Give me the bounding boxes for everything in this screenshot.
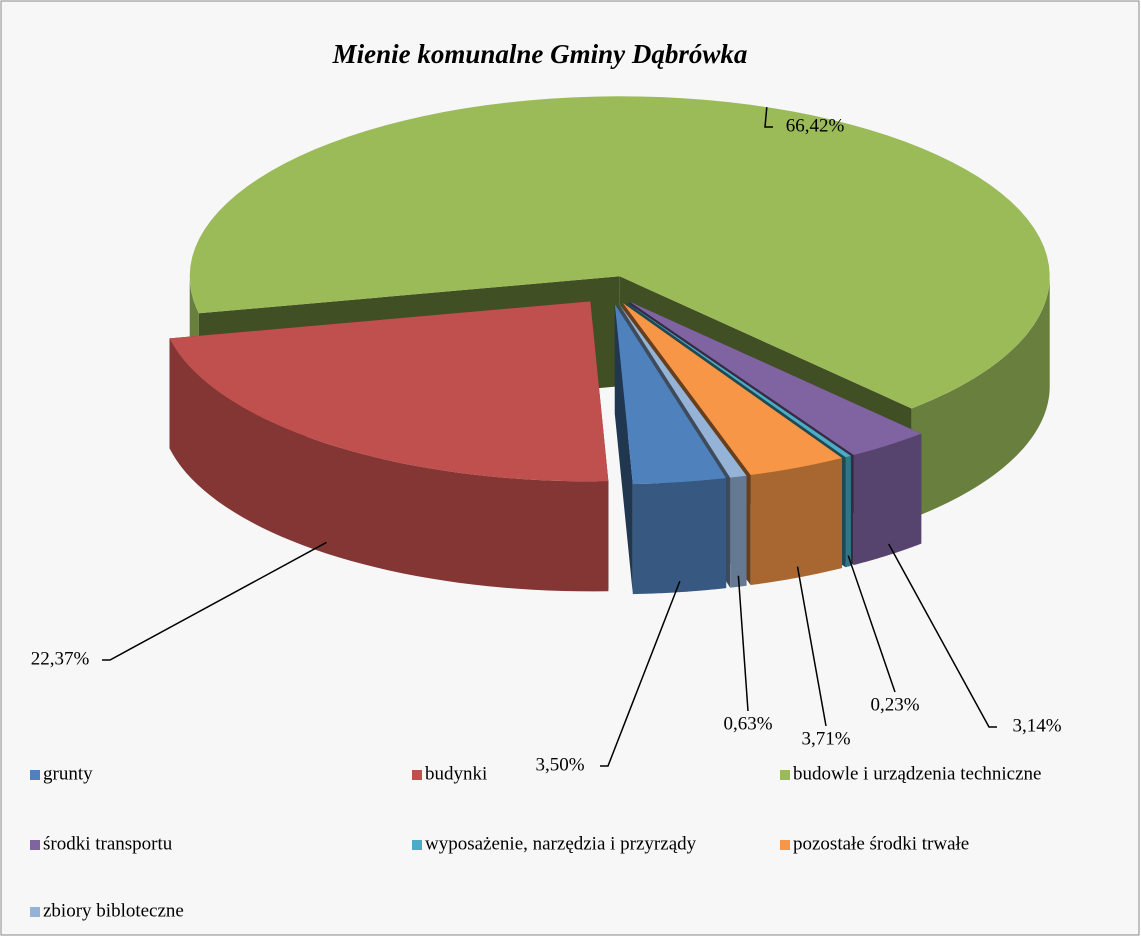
slice [614, 304, 727, 595]
data-label: 3,71% [801, 728, 850, 749]
data-label: 0,23% [870, 694, 919, 715]
data-label: 3,50% [535, 754, 584, 775]
legend-swatch [30, 840, 40, 850]
legend-label: budowle i urządzenia techniczne [793, 763, 1041, 784]
slice [169, 301, 609, 592]
slice-top [626, 302, 851, 458]
slice-wall [845, 455, 851, 568]
data-label: 3,14% [1012, 715, 1061, 736]
leader-line [888, 543, 997, 728]
data-label: 66,42% [786, 115, 845, 136]
slice-wall [853, 433, 922, 566]
leader-line [102, 541, 327, 661]
leader-line [600, 580, 681, 767]
legend-swatch [780, 840, 790, 850]
slice-wall [911, 276, 1050, 519]
slice-top [614, 304, 727, 485]
legend-swatch [412, 840, 422, 850]
slice-top [622, 303, 843, 476]
legend-label: grunty [43, 763, 93, 784]
legend-swatch [412, 770, 422, 780]
legend-swatch [30, 907, 40, 917]
slice-top [169, 301, 609, 482]
data-label: 22,37% [31, 648, 90, 669]
slice-wall [750, 458, 843, 586]
legend-label: pozostałe środki trwałe [793, 833, 969, 854]
chart-title: Mienie komunalne Gminy Dąbrówka [332, 39, 748, 69]
legend-label: wyposażenie, narzędzia i przyrządy [425, 833, 697, 854]
leader-line [737, 575, 749, 712]
slice-wall [730, 475, 747, 588]
slice-wall [632, 478, 727, 595]
leader-line [847, 555, 896, 693]
legend-swatch [780, 770, 790, 780]
slice-top [189, 96, 1050, 409]
legend-label: zbiory bibloteczne [43, 900, 184, 921]
slice-side [614, 304, 633, 595]
data-label: 0,63% [723, 713, 772, 734]
legend-swatch [30, 770, 40, 780]
legend-label: środki transportu [43, 833, 173, 854]
slice-top [629, 301, 922, 456]
leader-line [796, 566, 827, 727]
slice-wall [169, 338, 609, 592]
slice-top [618, 303, 747, 478]
leader-line [764, 107, 773, 128]
legend-label: budynki [425, 763, 487, 784]
